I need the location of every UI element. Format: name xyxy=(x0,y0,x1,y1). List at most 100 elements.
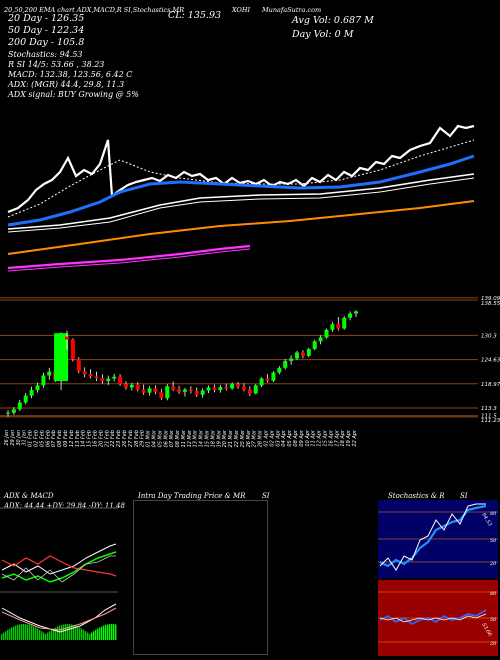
adx-macd-panel: ADX: 44.44 +DY: 29.84 -DY: 11.48 xyxy=(0,500,125,655)
macd-histogram-bar xyxy=(63,624,65,640)
plus-di-line xyxy=(1,551,117,583)
candle-body xyxy=(236,384,241,387)
price-level-label: 124.63 xyxy=(481,358,500,364)
date-tick-label: 15 Feb xyxy=(87,430,93,447)
macd-histogram-bar xyxy=(85,631,87,640)
close-price-label: CL: 135.93 xyxy=(168,10,222,21)
date-tick-label: 25 Mar xyxy=(240,429,246,447)
candle-body xyxy=(188,389,193,391)
macd-histogram-bar xyxy=(37,628,39,640)
candle-body xyxy=(54,333,69,382)
rsi-white-line xyxy=(379,613,487,623)
macd-histogram-bar xyxy=(93,631,95,640)
date-tick-label: 10 Apr xyxy=(305,429,311,447)
macd-histogram-bar xyxy=(59,625,61,640)
stoch-80-text: 80 xyxy=(490,511,497,517)
date-tick-label: 01 Mar xyxy=(146,429,152,447)
date-tick-label: 22 Apr xyxy=(352,429,358,447)
macd-histogram-bar xyxy=(43,632,45,640)
candle-body xyxy=(64,336,69,340)
macd-histogram-bar xyxy=(87,632,89,640)
price-level-label: 138.55 xyxy=(481,301,500,307)
candle-body xyxy=(41,375,46,386)
candle-body xyxy=(318,337,323,342)
candle-body xyxy=(135,384,140,390)
date-tick-label: 23 Feb xyxy=(116,430,122,447)
macd-histogram-bar xyxy=(21,624,23,640)
date-tick-label: 04 Apr xyxy=(281,429,287,447)
candle-body xyxy=(218,387,223,391)
adx-panel-title: ADX & MACD xyxy=(4,492,54,500)
candle-body xyxy=(300,352,305,356)
price-chart: 139.09138.55130.3124.63118.97113.3111.51… xyxy=(0,124,500,447)
candle-body xyxy=(88,374,93,377)
date-tick-label: 15 Mar xyxy=(205,429,211,447)
macd-histogram-bar xyxy=(97,628,99,640)
date-tick-label: 19 Apr xyxy=(346,429,352,447)
date-tick-label: 21 Feb xyxy=(104,430,110,447)
candle-body xyxy=(153,388,158,393)
candle-body xyxy=(265,378,270,381)
adx-values-label: ADX: 44.44 +DY: 29.84 -DY: 11.48 xyxy=(4,502,125,510)
price-level-label: 113.3 xyxy=(481,406,497,412)
candle-body xyxy=(348,313,353,318)
macd-histogram-bar xyxy=(11,627,13,640)
stoch-20-text: 20 xyxy=(489,561,497,567)
date-tick-label: 16 Feb xyxy=(92,430,98,447)
candle-body xyxy=(123,384,128,388)
candle-body xyxy=(129,384,134,388)
date-tick-label: 12 Feb xyxy=(69,430,75,447)
date-tick-label: 13 Feb xyxy=(75,430,81,447)
date-tick-label: 14 Feb xyxy=(81,430,87,447)
date-tick-label: 29 Feb xyxy=(140,430,146,447)
adx-label: ADX: (MGR) 44.4, 29.8, 11.3 xyxy=(8,80,125,89)
adx-macd-svg xyxy=(0,507,118,640)
intraday-panel xyxy=(133,500,268,655)
avg-volume-label: Avg Vol: 0.687 M xyxy=(292,15,374,26)
date-tick-label: 05 Apr xyxy=(287,429,293,447)
macd-histogram-bar xyxy=(51,629,53,640)
adx-signal-label: ADX signal: BUY Growing @ 5% xyxy=(8,90,139,99)
ema20-dotted-line xyxy=(7,139,475,218)
candle-body xyxy=(206,387,211,391)
date-tick-label: 26 Mar xyxy=(246,429,252,447)
rsi-panel: 80 50 20 53.66 xyxy=(378,580,498,656)
date-tick-label: 15 Apr xyxy=(323,429,329,447)
date-tick-label: 01 Apr xyxy=(264,429,270,447)
macd-histogram-bar xyxy=(5,631,7,640)
date-tick-label: 08 Apr xyxy=(293,429,299,447)
candle-body xyxy=(306,349,311,356)
stochastics-label: Stochastics: 94.53 xyxy=(8,50,83,59)
date-tick-label: 11 Apr xyxy=(311,429,317,447)
price-line xyxy=(7,124,475,214)
stoch-d-line xyxy=(379,504,487,568)
candle-body xyxy=(141,389,146,393)
rsi-50-text: 50 xyxy=(490,617,497,623)
ema200-label: 200 Day - 105.8 xyxy=(8,37,85,48)
macd-histogram-bar xyxy=(101,626,103,640)
macd-histogram-bar xyxy=(53,628,55,640)
candle-body xyxy=(212,387,217,391)
macd-histogram-bar xyxy=(75,625,77,640)
macd-histogram-bar xyxy=(45,633,47,640)
price-level-label: 111.5 xyxy=(481,414,497,420)
date-tick-label: 29 Jan xyxy=(10,430,16,446)
ema20-label: 20 Day - 126.35 xyxy=(8,13,85,24)
macd-histogram-bar xyxy=(113,624,115,640)
date-tick-label: 05 Mar xyxy=(157,429,163,447)
macd-histogram-bar xyxy=(89,633,91,640)
date-tick-label: 14 Mar xyxy=(199,429,205,447)
macd-histogram-bar xyxy=(103,625,105,640)
candle-body xyxy=(324,329,329,338)
date-tick-label: 06 Mar xyxy=(163,429,169,447)
candle-body xyxy=(147,388,152,393)
date-tick-label: 09 Apr xyxy=(299,429,305,447)
chart-header-indicators: 20,50,200 EMA chart ADX,MACD,R SI,Stocha… xyxy=(4,6,185,14)
candle-body xyxy=(47,371,52,376)
macd-histogram-bar xyxy=(47,632,49,640)
candle-body xyxy=(118,376,123,385)
date-tick-label: 28 Feb xyxy=(134,430,140,447)
date-tick-label: 22 Mar xyxy=(234,429,240,447)
macd-histogram-bar xyxy=(19,624,21,640)
stoch-panel-title: Stochastics & R xyxy=(388,492,445,500)
